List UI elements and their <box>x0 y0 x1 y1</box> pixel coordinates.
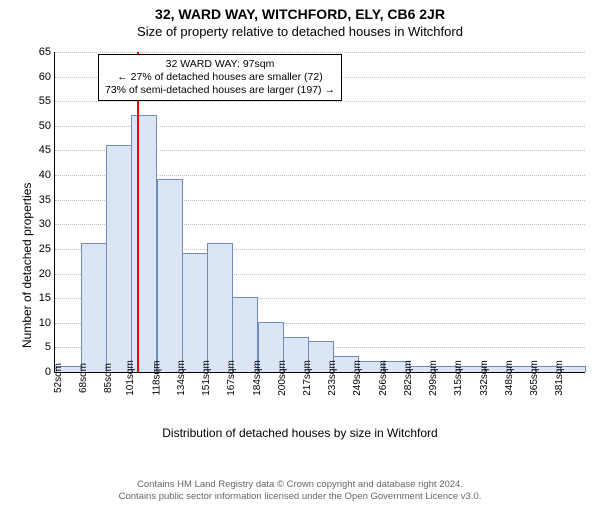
y-tick-label: 35 <box>39 194 51 206</box>
info-line-property: 32 WARD WAY: 97sqm <box>105 58 335 71</box>
page-title: 32, WARD WAY, WITCHFORD, ELY, CB6 2JR <box>0 6 600 22</box>
y-axis-title: Number of detached properties <box>20 183 34 348</box>
y-tick-label: 65 <box>39 46 51 58</box>
x-tick-label: 299sqm <box>428 360 439 396</box>
y-tick-label: 0 <box>45 366 51 378</box>
x-tick-label: 85sqm <box>103 363 114 393</box>
x-tick-label: 217sqm <box>302 360 313 396</box>
x-axis-title: Distribution of detached houses by size … <box>0 426 600 440</box>
x-tick-label: 134sqm <box>176 360 187 396</box>
histogram-bar <box>81 243 107 372</box>
x-tick-label: 101sqm <box>126 360 137 396</box>
histogram-bar <box>131 115 157 372</box>
x-tick-label: 118sqm <box>151 361 162 396</box>
gridline-h <box>55 52 585 53</box>
y-tick-label: 15 <box>39 292 51 304</box>
info-callout-box: 32 WARD WAY: 97sqm ← 27% of detached hou… <box>98 54 342 101</box>
y-tick-label: 60 <box>39 71 51 83</box>
y-tick-label: 55 <box>39 95 51 107</box>
x-tick-label: 332sqm <box>479 360 490 396</box>
x-tick-label: 167sqm <box>226 360 237 396</box>
y-tick-label: 40 <box>39 169 51 181</box>
x-tick-label: 68sqm <box>78 363 89 393</box>
footer-line-1: Contains HM Land Registry data © Crown c… <box>0 479 600 490</box>
info-line-smaller: ← 27% of detached houses are smaller (72… <box>105 71 335 84</box>
x-tick-label: 282sqm <box>403 360 414 396</box>
histogram-bar <box>207 243 233 372</box>
y-tick-label: 20 <box>39 268 51 280</box>
x-tick-label: 249sqm <box>353 360 364 396</box>
histogram-bar <box>182 253 208 372</box>
x-tick-label: 184sqm <box>252 360 263 396</box>
histogram-bar <box>106 145 132 372</box>
y-tick-label: 30 <box>39 218 51 230</box>
x-tick-label: 151sqm <box>201 360 212 396</box>
y-tick-label: 5 <box>45 341 51 353</box>
y-tick-label: 25 <box>39 243 51 255</box>
x-tick-label: 365sqm <box>529 360 540 396</box>
y-tick-label: 50 <box>39 120 51 132</box>
x-tick-label: 52sqm <box>53 363 64 393</box>
x-tick-label: 315sqm <box>454 360 465 396</box>
x-tick-label: 233sqm <box>327 360 338 396</box>
attribution-footer: Contains HM Land Registry data © Crown c… <box>0 479 600 502</box>
y-tick-label: 45 <box>39 144 51 156</box>
chart-container: 0 5 10 15 20 25 30 35 40 45 50 55 60 65 52sqm 68sqm 85sq… <box>0 48 600 444</box>
page-subtitle: Size of property relative to detached ho… <box>0 24 600 39</box>
x-tick-label: 200sqm <box>277 360 288 396</box>
y-tick-label: 10 <box>39 317 51 329</box>
footer-line-2: Contains public sector information licen… <box>0 491 600 502</box>
x-tick-label: 348sqm <box>504 360 515 396</box>
info-line-larger: 73% of semi-detached houses are larger (… <box>105 84 335 97</box>
x-tick-label: 266sqm <box>378 360 389 396</box>
histogram-bar <box>157 179 183 372</box>
x-tick-label: 381sqm <box>555 360 566 396</box>
